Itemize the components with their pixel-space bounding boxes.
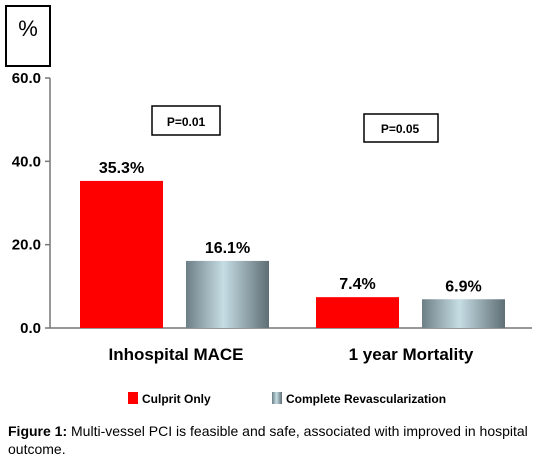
category-label: 1 year Mortality	[349, 345, 474, 364]
bar-value-label: 6.9%	[445, 278, 481, 295]
legend-label-complete: Complete Revascularization	[286, 392, 446, 406]
legend-label-culprit: Culprit Only	[142, 392, 211, 406]
pvalue-label-2: P=0.05	[381, 122, 420, 136]
bar-value-label: 35.3%	[99, 160, 144, 177]
legend-swatch-complete	[272, 392, 282, 404]
pvalue-label-1: P=0.01	[167, 115, 206, 129]
bar-value-label: 16.1%	[205, 240, 250, 257]
y-tick-label: 20.0	[12, 237, 41, 254]
y-tick-label: 40.0	[12, 153, 41, 170]
figure-caption: Figure 1: Multi-vessel PCI is feasible a…	[8, 422, 532, 458]
bar-value-label: 7.4%	[339, 276, 375, 293]
y-axis-label: %	[18, 16, 38, 41]
category-label: Inhospital MACE	[108, 345, 243, 364]
ylabel-box	[5, 5, 51, 67]
bar-culprit-1	[316, 297, 399, 328]
bar-chart: % 0.0 20.0 40.0 60.0 35.3% 16.1% 7.4% 6.9% Inh…	[5, 5, 532, 406]
category-labels: Inhospital MACE 1 year Mortality	[108, 345, 473, 364]
bar-labels-group: 35.3% 16.1% 7.4% 6.9%	[99, 160, 482, 295]
pvalue-box-1	[151, 105, 221, 136]
bar-complete-1	[422, 299, 505, 328]
bar-complete-0	[186, 260, 269, 328]
caption-text: Multi-vessel PCI is feasible and safe, a…	[8, 423, 528, 457]
bars-group	[80, 180, 505, 328]
bar-culprit-0	[80, 180, 163, 328]
y-tick-label: 60.0	[12, 70, 41, 87]
y-axis-ticks: 0.0 20.0 40.0 60.0	[12, 70, 50, 337]
pvalue-box-2	[363, 113, 439, 143]
y-tick-label: 0.0	[20, 320, 41, 337]
legend-swatch-culprit	[128, 392, 138, 404]
caption-label: Figure 1:	[8, 423, 68, 439]
